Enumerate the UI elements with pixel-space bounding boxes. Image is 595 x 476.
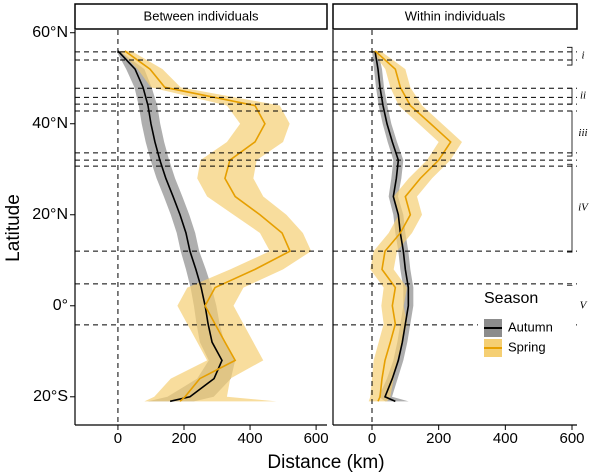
series-line: [117, 50, 223, 403]
region-label: iV: [578, 202, 589, 214]
y-tick-label: 40°N: [32, 115, 68, 132]
confidence-band: [119, 50, 312, 402]
panel-title: Within individuals: [405, 8, 506, 23]
x-tick-label: 0: [368, 430, 376, 447]
panel-title: Between individuals: [144, 8, 259, 23]
series-line: [124, 50, 292, 402]
legend-label: Spring: [508, 339, 546, 354]
y-tick-label: 20°N: [32, 206, 68, 223]
region-bracket: [567, 46, 573, 66]
legend-title: Season: [484, 290, 538, 307]
x-tick-label: 200: [426, 430, 451, 447]
region-label: ii: [580, 90, 586, 102]
series-line: [374, 50, 452, 402]
legend-label: Autumn: [508, 319, 553, 334]
x-tick-label: 200: [171, 430, 196, 447]
y-axis-label: Latitude: [3, 194, 24, 262]
x-axis-label: Distance (km): [267, 452, 384, 473]
region-bracket: [567, 110, 573, 157]
panel-strip: [74, 3, 328, 30]
region-bracket: [567, 87, 573, 105]
y-tick-label: 0°: [53, 297, 68, 314]
region-label: V: [580, 299, 588, 311]
y-tick-label: 60°N: [32, 24, 68, 41]
x-tick-label: 600: [559, 430, 584, 447]
region-bracket: [567, 163, 573, 253]
x-tick-label: 400: [493, 430, 518, 447]
confidence-band: [368, 50, 462, 402]
x-tick-label: 600: [304, 430, 329, 447]
region-label: iii: [578, 127, 587, 139]
panel-strip: [332, 3, 578, 30]
x-tick-label: 400: [238, 430, 263, 447]
region-label: i: [581, 50, 584, 62]
x-tick-label: 0: [114, 430, 122, 447]
y-tick-label: 20°S: [33, 388, 68, 405]
